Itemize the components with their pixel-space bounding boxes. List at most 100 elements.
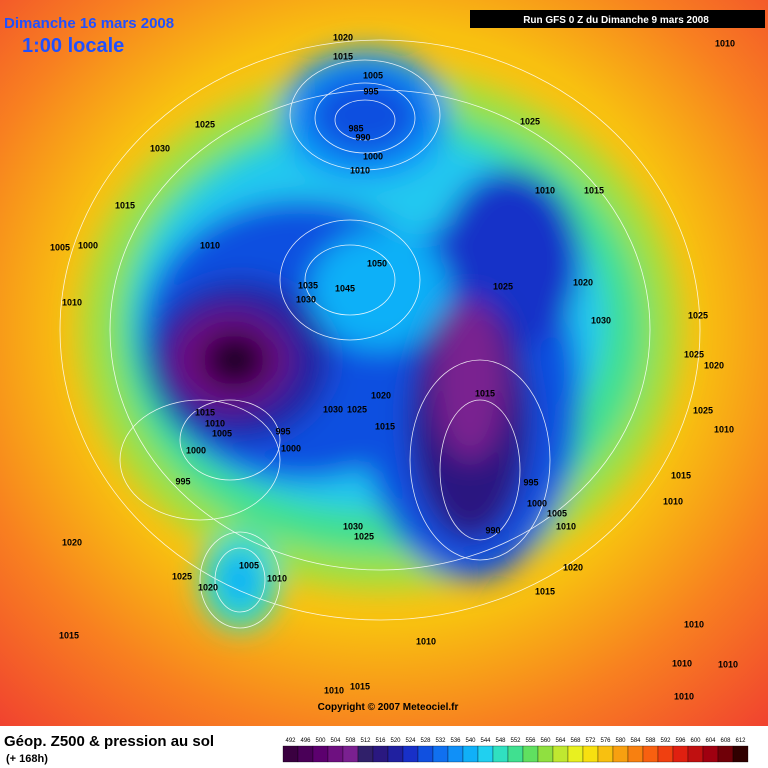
scale-label: 604	[705, 738, 716, 744]
scale-swatch	[702, 745, 719, 763]
scale-label: 544	[480, 738, 491, 744]
scale-swatch	[342, 745, 359, 763]
scale-label: 520	[390, 738, 401, 744]
scale-swatch	[732, 745, 749, 763]
legend-title: Géop. Z500 & pression au sol	[4, 733, 214, 750]
scale-swatch	[297, 745, 314, 763]
isobar-label: 1010	[672, 658, 692, 668]
scale-label: 528	[420, 738, 431, 744]
run-label: Run GFS 0 Z du Dimanche 9 mars 2008	[523, 15, 709, 26]
run-box	[470, 10, 765, 28]
isobar-label: 1015	[59, 630, 79, 640]
scale-swatch	[642, 745, 659, 763]
copyright: Copyright © 2007 Meteociel.fr	[318, 702, 459, 713]
isobar-label: 1015	[195, 407, 215, 417]
isobar-label: 1020	[371, 390, 391, 400]
isobar-label: 1005	[547, 508, 567, 518]
isobar-label: 1015	[333, 51, 353, 61]
scale-label: 584	[630, 738, 641, 744]
isobar-label: 1015	[535, 586, 555, 596]
scale-swatch	[567, 745, 584, 763]
scale-label: 564	[555, 738, 566, 744]
isobar-label: 1025	[493, 281, 513, 291]
isobar-label: 1010	[663, 496, 683, 506]
isobar-label: 1010	[718, 659, 738, 669]
scale-label: 512	[360, 738, 371, 744]
isobar-label: 1025	[684, 349, 704, 359]
scale-swatch	[387, 745, 404, 763]
isobar-label: 1025	[520, 116, 540, 126]
scale-swatch	[447, 745, 464, 763]
scale-swatch	[492, 745, 509, 763]
scale-swatch	[372, 745, 389, 763]
isobar-label: 1005	[239, 560, 259, 570]
legend-lead: (+ 168h)	[6, 753, 48, 765]
isobar-label: 1010	[324, 685, 344, 695]
isobar-label: 1010	[205, 418, 225, 428]
scale-label: 588	[645, 738, 656, 744]
isobar-label: 990	[355, 132, 370, 142]
scale-label: 504	[330, 738, 341, 744]
isobar-label: 1000	[78, 240, 98, 250]
isobar-label: 1010	[200, 240, 220, 250]
isobar-label: 1015	[350, 681, 370, 691]
scale-label: 608	[720, 738, 731, 744]
isobar-label: 1030	[150, 143, 170, 153]
scale-swatch	[477, 745, 494, 763]
isobar-label: 1015	[671, 470, 691, 480]
scale-label: 572	[585, 738, 596, 744]
isobar-label: 1005	[50, 242, 70, 252]
scale-label: 536	[450, 738, 461, 744]
scale-swatch	[687, 745, 704, 763]
scale-label: 596	[675, 738, 686, 744]
isobar-label: 1025	[688, 310, 708, 320]
map-title: Dimanche 16 mars 2008	[4, 15, 174, 32]
scale-swatch	[612, 745, 629, 763]
isobar-label: 995	[275, 426, 290, 436]
isobar-label: 1025	[172, 571, 192, 581]
isobar-label: 1010	[714, 424, 734, 434]
scale-label: 548	[495, 738, 506, 744]
scale-swatch	[537, 745, 554, 763]
isobar-label: 1010	[684, 619, 704, 629]
scale-swatch	[417, 745, 434, 763]
scale-label: 600	[690, 738, 701, 744]
scale-swatch	[582, 745, 599, 763]
scale-swatch	[552, 745, 569, 763]
scale-label: 560	[540, 738, 551, 744]
scale-label: 612	[735, 738, 746, 744]
scale-swatch	[657, 745, 674, 763]
map-time: 1:00 locale	[22, 35, 124, 57]
isobar-label: 1030	[591, 315, 611, 325]
scale-swatch	[717, 745, 734, 763]
isobar-label: 985	[348, 123, 363, 133]
isobar-label: 1045	[335, 283, 355, 293]
isobar-label: 1015	[375, 421, 395, 431]
scale-swatch	[312, 745, 329, 763]
isobar-label: 1000	[186, 445, 206, 455]
scale-label: 508	[345, 738, 356, 744]
scale-swatch	[432, 745, 449, 763]
isobar-label: 1010	[62, 297, 82, 307]
isobar-label: 1015	[115, 200, 135, 210]
scale-label: 492	[285, 738, 296, 744]
isobar-label: 1010	[556, 521, 576, 531]
isobar-label: 1020	[62, 537, 82, 547]
isobar-label: 1025	[195, 119, 215, 129]
scale-label: 552	[510, 738, 521, 744]
isobar-label: 1035	[298, 280, 318, 290]
isobar-label: 1010	[715, 38, 735, 48]
isobar-label: 1005	[212, 428, 232, 438]
scale-swatch	[402, 745, 419, 763]
scale-label: 532	[435, 738, 446, 744]
scale-label: 568	[570, 738, 581, 744]
scale-label: 592	[660, 738, 671, 744]
isobar-label: 1020	[333, 32, 353, 42]
scale-swatch	[507, 745, 524, 763]
scale-swatch	[672, 745, 689, 763]
isobar-label: 995	[363, 86, 378, 96]
isobar-label: 1020	[704, 360, 724, 370]
isobar-label: 1020	[563, 562, 583, 572]
field	[0, 0, 768, 726]
scale-swatch	[462, 745, 479, 763]
